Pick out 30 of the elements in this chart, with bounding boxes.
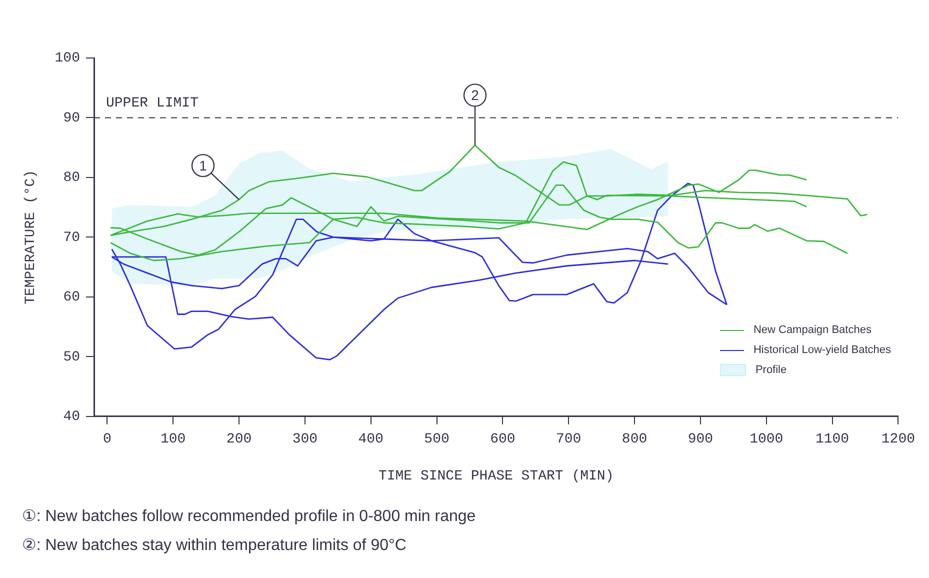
annotation: 2 [471,87,480,104]
y-tick-label: 70 [63,230,80,246]
x-tick-label: 200 [226,432,252,448]
annotation: 1 [199,157,208,174]
y-tick-label: 60 [63,290,80,306]
y-tick-label: 80 [63,170,80,186]
x-tick-label: 0 [102,432,112,448]
x-tick-label: 100 [160,432,186,448]
x-tick-label: 900 [688,432,714,448]
x-tick-label: 400 [358,432,384,448]
y-tick-label: 90 [63,110,80,126]
x-tick-label: 300 [292,432,318,448]
text: ①: New batches follow recommended profile in 0-800 min range [22,507,476,527]
x-tick-label: 1100 [815,432,850,448]
y-axis-title: TEMPERATURE (°C) [23,170,40,304]
x-tick-label: 1000 [750,432,784,448]
text: ②: New batches stay within temperature limits of 90°C [22,536,408,556]
y-tick-label: 50 [63,349,80,366]
y-tick-label: 100 [54,50,80,67]
legend-label: Profile [755,364,787,376]
x-tick-label: 1200 [881,432,915,448]
x-axis-title: TIME SINCE PHASE START (MIN) [378,468,614,484]
ref-line-label: UPPER LIMIT [106,95,198,112]
x-tick-label: 500 [424,432,450,448]
x-tick-label: 700 [556,432,582,448]
x-tick-label: 800 [622,432,648,448]
x-tick-label: 600 [490,432,516,448]
y-tick-label: 40 [63,409,80,426]
legend-label: New Campaign Batches [753,324,872,336]
legend-label: Historical Low-yield Batches [753,344,891,356]
